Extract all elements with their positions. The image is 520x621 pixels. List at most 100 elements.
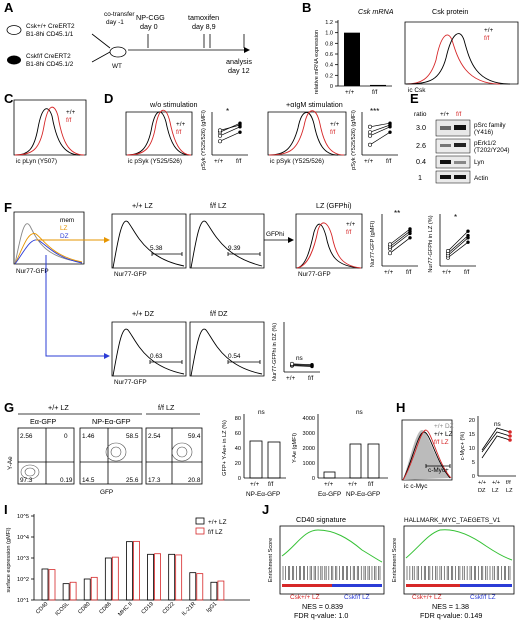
i-bar [83, 578, 91, 601]
j-gsea1-left: Csk+/+ LZ [290, 594, 320, 601]
f-gfphi-legend-wt: +/+ [346, 221, 356, 228]
paired-line [219, 131, 241, 142]
paired-line [369, 131, 391, 146]
e-blot4 [435, 170, 471, 184]
b-ytick-label: 0.6 [325, 52, 333, 58]
e-blot3 [435, 155, 471, 169]
point-ff [310, 363, 314, 367]
f-dz-wt-pct: 0.63 [150, 353, 163, 360]
b-legend-wt: +/+ [484, 27, 494, 34]
b-ytick-label: 0.8 [325, 41, 333, 47]
tamoxifen-day: day 8,9 [192, 22, 216, 31]
mouse-icon-ff [7, 55, 21, 65]
e-row1-sublabel: (Y416) [474, 129, 493, 136]
e-blot2 [435, 138, 471, 154]
f-lz-ff-histogram: 9.39 [189, 213, 265, 269]
g-p3-ul: 2.54 [148, 433, 161, 440]
f-dz-ff-histogram: 0.54 [189, 321, 265, 377]
i-bar [189, 572, 197, 601]
i-bar [41, 568, 49, 601]
point-wt [387, 251, 392, 256]
g-group-ff: f/f LZ [158, 403, 175, 412]
h-dotplot: c-Myc+ (%) 0 5 10 15 20 ns +/+ +/+ f/f DZ LZ… [460, 416, 516, 494]
i-bar [111, 556, 119, 601]
g1-ytick: 60 [235, 431, 241, 437]
d-histogram1: +/+ f/f ic pSyk (Y525/526) [125, 109, 193, 165]
g-p3-ur: 59.4 [188, 433, 201, 440]
point-ff [388, 121, 392, 125]
csk-protein-histogram: +/+ f/f ic Csk [404, 21, 519, 94]
h-ytick: 15 [469, 432, 475, 438]
g-bar2-xcat-ff: f/f [368, 481, 374, 488]
d-dotplot2: pSyk (Y525/526) (gMFI) *** +/+ f/f [351, 107, 398, 170]
g-bar1-ylabel: GFP+ Y-Ae+ in LZ (%) [222, 420, 228, 476]
g-bar2: Y-Ae (gMFI) 0 1000 2000 3000 4000 ns +/+ +/+… [292, 409, 388, 498]
f-gfphi-label: GFPhi [266, 231, 284, 238]
panel-letter-c: C [4, 91, 14, 106]
point-ff [408, 236, 412, 240]
paired-line [369, 124, 391, 133]
d2-ylabel: pSyk (Y525/526) (gMFI) [351, 110, 357, 170]
paired-line [291, 363, 313, 366]
western-blot: ratio +/+ f/f 3.0 pSrc family (Y416) 2.6… [414, 111, 510, 184]
g1-ytick: 0 [238, 476, 241, 482]
g-bar2-ylabel: Y-Ae (gMFI) [292, 433, 298, 463]
d1-ylabel: pSyk (Y525/526) (gMFI) [201, 110, 207, 170]
g2-ytick: 3000 [303, 431, 315, 437]
i-xcat: CD86 [98, 601, 112, 615]
g1-ytick: 80 [235, 416, 241, 422]
e-col-ff: f/f [456, 111, 462, 118]
paired-line [389, 237, 411, 254]
f-dz-ff-title: f/f DZ [210, 309, 228, 318]
j-gsea2-right: Cskf/f LZ [470, 594, 496, 601]
donor1-label: Csk+/+ CreERT2 [26, 23, 75, 30]
h-xcat1b: DZ [478, 488, 486, 494]
i-bar [104, 557, 112, 601]
i-bar [90, 576, 98, 601]
d2-xlabel: ic pSyk (Y525/526) [270, 158, 324, 165]
g-bar2-sig: ns [356, 409, 363, 416]
j-gsea2-nes: NES = 1.38 [432, 602, 469, 611]
paired-line [219, 126, 241, 137]
f-legend-lz: LZ [60, 225, 68, 232]
f-dz-ff-pct: 0.54 [228, 353, 241, 360]
e-row1-ratio: 3.0 [416, 123, 426, 132]
b-ytick-label: 0 [330, 84, 333, 90]
g-bar2-x2: NP-Eα-GFP [346, 491, 380, 498]
g-p2-ll: 14.5 [82, 477, 95, 484]
f-legend-dz: DZ [60, 233, 69, 240]
point-wt [218, 139, 223, 144]
h-ytick: 20 [469, 418, 475, 424]
dz-arrow [45, 255, 108, 357]
b-ytick-label: 0.4 [325, 63, 333, 69]
f-lz-wt-histogram: 5.38 Nur77-GFP [111, 213, 187, 278]
d-title2: +αIgM stimulation [286, 100, 343, 109]
d2-legend-wt: +/+ [330, 121, 340, 128]
d-title1: w/o stimulation [149, 100, 198, 109]
point-wt [367, 133, 372, 138]
j-gsea1-nes: NES = 0.839 [302, 602, 343, 611]
f-dz-pct-dotplot: Nur77-GFPhi in DZ (%) ns +/+ f/f [272, 322, 320, 382]
j-gsea1-ylabel: Enrichment Score [268, 538, 274, 582]
g1-ytick: 40 [235, 446, 241, 452]
paired-line [447, 237, 469, 256]
paired-line [369, 126, 391, 137]
point-wt [387, 242, 392, 247]
paired-line [447, 241, 469, 258]
f-lz-pct-dotplot: Nur77-GFPhi in LZ (%) * +/+ f/f [428, 213, 476, 276]
g-p1-ul: 2.56 [20, 433, 33, 440]
d-dotplot1: pSyk (Y525/526) (gMFI) * +/+ f/f [201, 107, 248, 170]
h-ytick: 10 [469, 446, 475, 452]
i-xcat: IL-21R [181, 601, 197, 617]
i-xcat: CD80 [77, 601, 91, 615]
f-lz-wt-title: +/+ LZ [132, 201, 153, 210]
j-gsea2-title: HALLMARK_MYC_TAEGETS_V1 [404, 517, 501, 524]
d1-legend-ff: f/f [176, 129, 182, 136]
d1-legend-wt: +/+ [176, 121, 186, 128]
bar-ff [370, 84, 386, 86]
f-gmfi-xcat-wt: +/+ [384, 269, 394, 276]
i-ytick-label: 10^2 [17, 577, 29, 583]
g-flow-plot3: 2.54 59.4 17.3 20.8 [145, 427, 203, 485]
f-dz-wt-title: +/+ DZ [132, 309, 155, 318]
f-overlay-histogram: mem LZ DZ Nur77-GFP [13, 211, 85, 275]
